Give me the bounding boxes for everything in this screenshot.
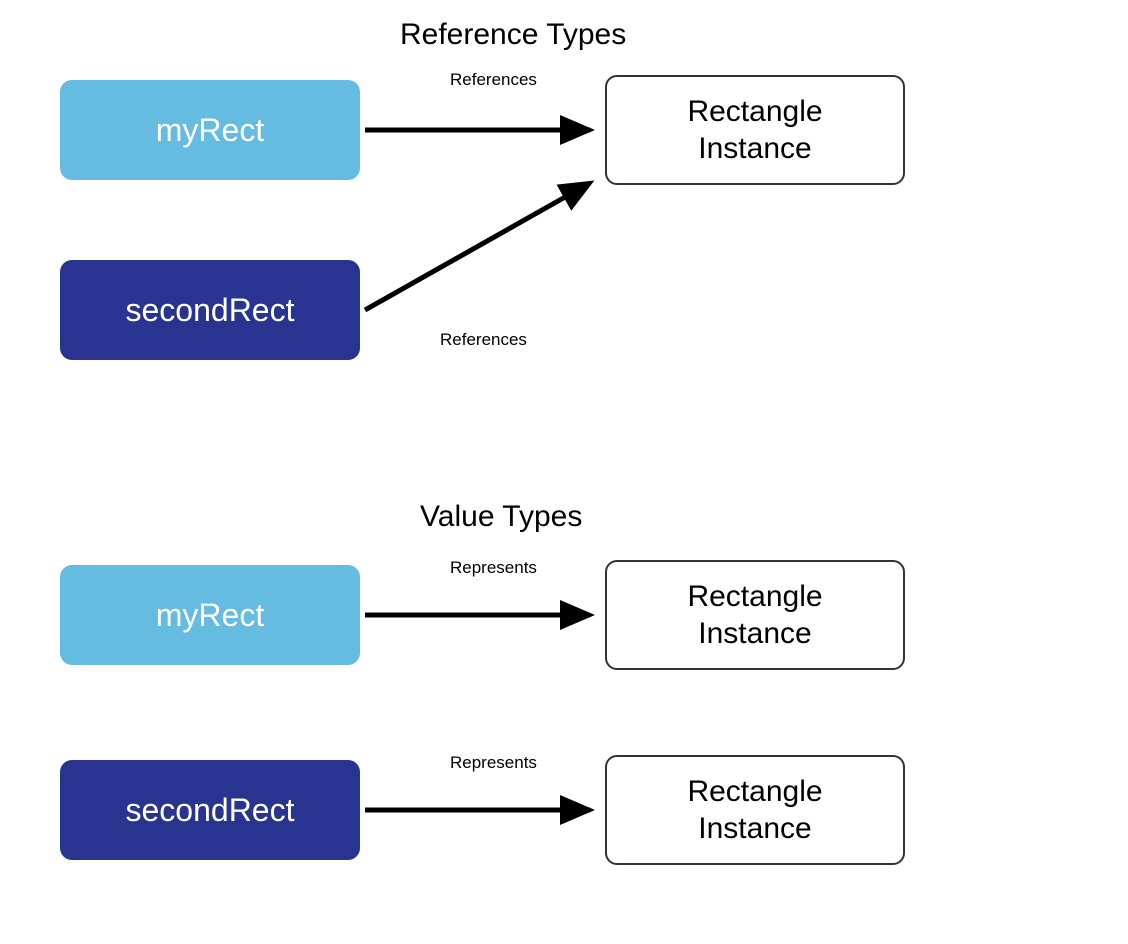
node-label-line1: Rectangle xyxy=(687,93,822,131)
edge-label-references-1: References xyxy=(450,70,537,90)
arrow-secondrect-to-instance xyxy=(365,183,590,310)
node-instance-val-1: Rectangle Instance xyxy=(605,560,905,670)
edge-label-represents-2: Represents xyxy=(450,753,537,773)
node-myrect-ref: myRect xyxy=(60,80,360,180)
node-label-line2: Instance xyxy=(698,615,811,653)
node-label-line1: Rectangle xyxy=(687,773,822,811)
node-secondrect-val: secondRect xyxy=(60,760,360,860)
node-label-line2: Instance xyxy=(698,130,811,168)
section-title-value-types: Value Types xyxy=(420,500,582,534)
edge-label-references-2: References xyxy=(440,330,527,350)
node-label-line1: Rectangle xyxy=(687,578,822,616)
node-label-line2: Instance xyxy=(698,810,811,848)
node-label: secondRect xyxy=(126,792,295,829)
diagram-container: Reference Types Value Types myRect secon… xyxy=(0,0,1128,944)
node-label: myRect xyxy=(156,112,264,149)
node-instance-val-2: Rectangle Instance xyxy=(605,755,905,865)
edge-label-represents-1: Represents xyxy=(450,558,537,578)
node-label: secondRect xyxy=(126,292,295,329)
section-title-reference-types: Reference Types xyxy=(400,18,626,52)
node-instance-ref: Rectangle Instance xyxy=(605,75,905,185)
node-secondrect-ref: secondRect xyxy=(60,260,360,360)
node-label: myRect xyxy=(156,597,264,634)
node-myrect-val: myRect xyxy=(60,565,360,665)
